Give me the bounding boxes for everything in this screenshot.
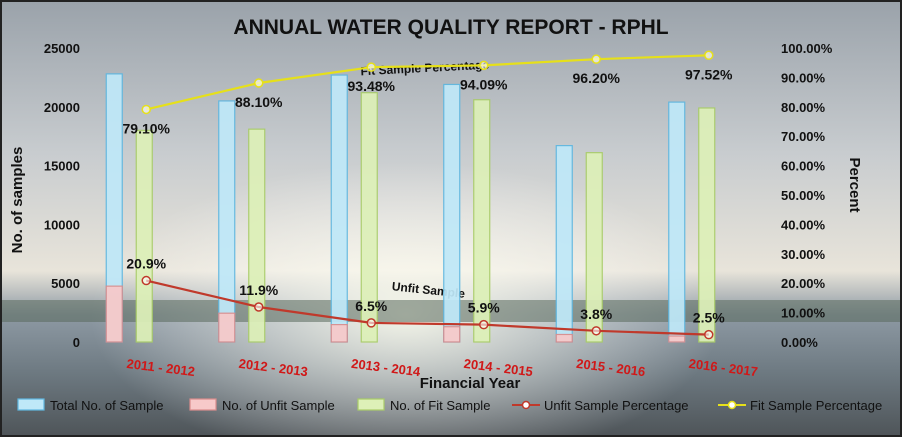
- x-axis-title: Financial Year: [420, 375, 521, 392]
- fit-sample-bar: [135, 129, 153, 343]
- unfit-percentage-marker: [704, 329, 714, 340]
- y2-axis-title: Percent: [846, 157, 863, 212]
- chart-title: ANNUAL WATER QUALITY REPORT - RPHL: [233, 16, 668, 39]
- unfit-percentage-label: 5.9%: [468, 300, 500, 316]
- point-labels: 20.9% 11.9% 6.5% 5.9% 3.8% 2.5% 79.10% 88.10% 93…: [123, 66, 734, 325]
- legend-label: No. of Fit Sample: [390, 398, 490, 413]
- unfit-sample-bar: [443, 326, 461, 343]
- legend-label: No. of Unfit Sample: [222, 398, 335, 413]
- y2-tick-label: 80.00%: [781, 100, 826, 115]
- total-sample-bar: [330, 74, 348, 343]
- fit-percentage-marker: [254, 78, 264, 88]
- y2-tick-label: 100.00%: [781, 41, 833, 56]
- legend-marker: [727, 400, 737, 410]
- fit-sample-bar: [585, 152, 603, 343]
- line-series: [141, 50, 714, 340]
- y2-tick-label: 10.00%: [781, 306, 826, 321]
- legend-label: Total No. of Sample: [50, 398, 163, 413]
- legend-label: Unfit Sample Percentage: [544, 398, 689, 413]
- unfit-sample-bar: [105, 285, 123, 343]
- total-sample-bar: [443, 83, 461, 343]
- y2-tick-label: 90.00%: [781, 70, 826, 85]
- fit-percentage-label: 93.48%: [348, 78, 396, 94]
- unfit-percentage-label: 11.9%: [239, 282, 278, 298]
- y2-tick-label: 60.00%: [781, 159, 826, 174]
- fit-sample-bar: [360, 92, 378, 343]
- y2-axis-ticks: 0.00% 10.00% 20.00% 30.00% 40.00% 50.00% 60.00…: [781, 41, 833, 350]
- y2-tick-label: 70.00%: [781, 129, 826, 144]
- unfit-sample-bar: [218, 312, 236, 343]
- unfit-percentage-marker: [366, 318, 376, 328]
- legend: Total No. of Sample No. of Unfit Sample No…: [17, 398, 882, 413]
- unfit-percentage-marker: [479, 319, 489, 330]
- y2-tick-label: 50.00%: [781, 188, 826, 203]
- unfit-sample-bar: [668, 335, 686, 343]
- legend-marker: [521, 400, 531, 410]
- y2-tick-label: 40.00%: [781, 217, 826, 232]
- fit-sample-bar: [473, 99, 491, 343]
- y-tick-label: 5000: [51, 276, 80, 291]
- unfit-percentage-line: [145, 279, 709, 336]
- unfit-sample-bar: [555, 333, 573, 343]
- fit-percentage-line: [145, 54, 709, 111]
- y-axis-ticks: 0 5000 10000 15000 20000 25000: [44, 41, 80, 350]
- fit-percentage-marker: [704, 50, 714, 61]
- unfit-sample-bar: [330, 323, 348, 343]
- fit-percentage-marker: [591, 54, 601, 64]
- y-tick-label: 15000: [44, 159, 80, 174]
- legend-swatch: [357, 398, 385, 411]
- unfit-percentage-label: 6.5%: [355, 298, 387, 314]
- legend-swatch: [17, 398, 45, 411]
- y-tick-label: 20000: [44, 100, 80, 115]
- fit-percentage-marker: [141, 104, 151, 115]
- fit-percentage-label: 97.52%: [685, 66, 733, 82]
- fit-percentage-label: 94.09%: [460, 76, 508, 92]
- total-sample-bar: [555, 145, 573, 343]
- unfit-percentage-label: 3.8%: [580, 306, 612, 322]
- y-axis-title: No. of samples: [9, 147, 26, 254]
- fit-percentage-marker: [366, 62, 376, 72]
- y-tick-label: 25000: [44, 41, 80, 56]
- legend-label: Fit Sample Percentage: [750, 398, 882, 413]
- legend-swatch: [189, 398, 217, 411]
- unfit-percentage-label: 20.9%: [126, 256, 166, 272]
- unfit-percentage-marker: [254, 302, 264, 312]
- y-tick-label: 0: [73, 335, 80, 350]
- total-sample-bar: [218, 100, 236, 343]
- y2-tick-label: 20.00%: [781, 276, 826, 291]
- y2-tick-label: 30.00%: [781, 247, 826, 262]
- fit-percentage-label: 88.10%: [235, 94, 283, 110]
- fit-line-annotation: Fit Sample Percentage: [360, 58, 490, 79]
- fit-percentage-label: 96.20%: [573, 70, 621, 86]
- unfit-percentage-label: 2.5%: [693, 310, 725, 326]
- fit-percentage-marker: [479, 60, 489, 71]
- y-tick-label: 10000: [44, 217, 80, 232]
- bar-series: [105, 73, 716, 343]
- y2-tick-label: 0.00%: [781, 335, 818, 350]
- unfit-percentage-marker: [591, 326, 601, 336]
- total-sample-bar: [668, 101, 686, 343]
- unfit-percentage-marker: [141, 275, 151, 286]
- fit-sample-bar: [698, 107, 716, 343]
- fit-sample-bar: [248, 128, 266, 343]
- fit-percentage-label: 79.10%: [123, 120, 171, 136]
